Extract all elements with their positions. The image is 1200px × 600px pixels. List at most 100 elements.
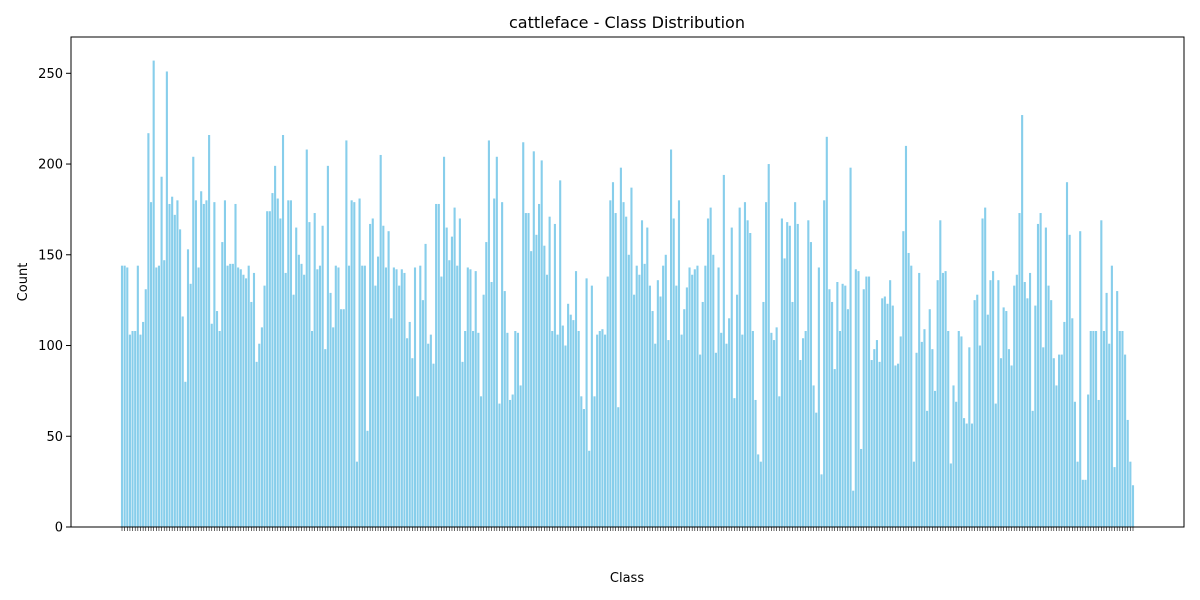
bar bbox=[300, 263, 303, 527]
bar bbox=[408, 321, 411, 527]
bar bbox=[638, 274, 641, 527]
bar bbox=[625, 216, 628, 528]
bar bbox=[318, 265, 322, 527]
bar bbox=[490, 282, 493, 527]
bar bbox=[672, 218, 675, 528]
bar bbox=[498, 403, 501, 527]
bar bbox=[1105, 292, 1108, 527]
bar bbox=[324, 349, 327, 527]
bar bbox=[957, 331, 960, 527]
bar bbox=[778, 396, 781, 527]
bar bbox=[973, 300, 976, 527]
bar bbox=[332, 327, 335, 527]
bar bbox=[857, 271, 860, 527]
bar bbox=[361, 265, 364, 527]
bar bbox=[588, 450, 591, 527]
bar bbox=[274, 165, 277, 527]
bar bbox=[1015, 274, 1018, 527]
bar bbox=[659, 296, 662, 527]
bar bbox=[635, 265, 638, 527]
bar bbox=[788, 225, 791, 528]
bar bbox=[585, 278, 588, 527]
bar bbox=[1052, 358, 1055, 527]
bar bbox=[516, 332, 520, 527]
bar bbox=[617, 407, 620, 527]
bar bbox=[1018, 213, 1021, 528]
bar bbox=[836, 282, 839, 527]
bar bbox=[469, 269, 472, 527]
bar bbox=[419, 265, 422, 527]
bar bbox=[918, 272, 921, 527]
bar bbox=[567, 303, 570, 527]
bar bbox=[437, 203, 440, 527]
bar bbox=[654, 343, 657, 527]
y-axis-label: Count bbox=[16, 263, 31, 302]
bar bbox=[289, 200, 292, 527]
bar bbox=[670, 149, 673, 527]
bar bbox=[1002, 307, 1005, 527]
bar bbox=[548, 216, 551, 528]
bar bbox=[897, 363, 900, 527]
bar bbox=[215, 311, 219, 527]
bar bbox=[340, 309, 343, 527]
bar bbox=[530, 251, 533, 527]
bar bbox=[582, 409, 585, 527]
bar bbox=[852, 490, 855, 527]
bar bbox=[860, 448, 863, 527]
bar bbox=[450, 236, 454, 527]
bar bbox=[604, 334, 607, 527]
bar bbox=[1060, 354, 1063, 527]
bar bbox=[986, 314, 989, 527]
bar bbox=[479, 396, 483, 527]
bar bbox=[538, 203, 541, 527]
bar bbox=[691, 274, 694, 527]
bar bbox=[746, 220, 749, 528]
bar bbox=[184, 381, 187, 527]
bar bbox=[1089, 331, 1092, 527]
bar bbox=[326, 165, 329, 527]
bar bbox=[200, 191, 203, 527]
bar bbox=[601, 329, 604, 527]
x-axis-ticks bbox=[121, 527, 1134, 531]
bar bbox=[640, 220, 644, 528]
bar bbox=[725, 343, 728, 527]
bar bbox=[363, 265, 366, 527]
bar bbox=[1129, 461, 1132, 527]
bar bbox=[801, 338, 805, 527]
bar bbox=[398, 285, 401, 527]
bar bbox=[970, 423, 974, 527]
bar bbox=[1013, 285, 1016, 527]
bar bbox=[532, 151, 535, 527]
bar bbox=[630, 187, 633, 527]
bar bbox=[406, 338, 409, 527]
bar bbox=[543, 245, 546, 527]
bar bbox=[1058, 354, 1061, 527]
bar bbox=[519, 385, 522, 527]
bar bbox=[775, 327, 778, 527]
bar bbox=[960, 336, 963, 527]
bar bbox=[1023, 282, 1026, 527]
y-tick-label: 150 bbox=[38, 248, 63, 263]
bar bbox=[923, 329, 926, 527]
bar bbox=[815, 412, 818, 527]
bar bbox=[693, 269, 696, 527]
bar bbox=[646, 227, 649, 527]
bar bbox=[799, 360, 802, 527]
bar bbox=[1042, 347, 1045, 527]
bar bbox=[989, 280, 992, 527]
bar bbox=[400, 269, 403, 527]
bar bbox=[245, 278, 248, 527]
bar bbox=[424, 243, 427, 527]
bar bbox=[841, 283, 844, 527]
bar bbox=[915, 352, 918, 527]
bar bbox=[1081, 479, 1084, 527]
bar bbox=[303, 274, 306, 527]
bar bbox=[403, 272, 406, 527]
bar bbox=[194, 200, 197, 527]
bar bbox=[999, 358, 1003, 527]
bar bbox=[205, 200, 208, 527]
bar bbox=[656, 280, 659, 527]
bar bbox=[126, 267, 129, 527]
bar bbox=[445, 227, 448, 527]
